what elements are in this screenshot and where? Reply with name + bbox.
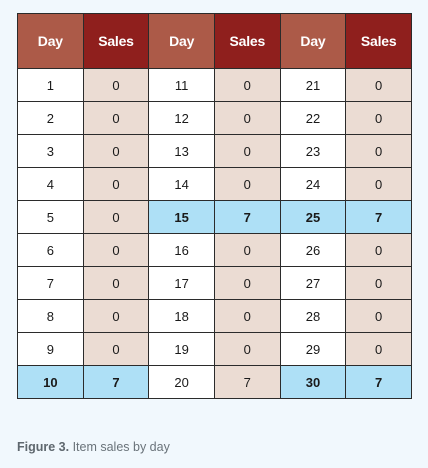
item-sales-table: Day Sales Day Sales Day Sales 1 0 11 0 21 0 2 0… [17,13,412,399]
sales-cell: 0 [82,266,150,300]
day-cell: 1 [17,68,84,102]
sales-cell: 0 [345,266,412,300]
sales-cell: 0 [345,134,412,168]
day-cell: 25 [279,200,347,234]
header-day-3: Day [279,13,347,69]
table-row: 6 0 16 0 26 0 [17,233,412,267]
sales-cell: 0 [213,233,281,267]
sales-cell: 0 [345,68,412,102]
day-cell: 15 [148,200,215,234]
day-cell: 22 [279,101,347,135]
day-cell: 2 [17,101,84,135]
header-sales-3: Sales [345,13,412,69]
sales-cell: 0 [345,332,412,366]
sales-cell: 0 [213,134,281,168]
day-cell: 8 [17,299,84,333]
table-row: 7 0 17 0 27 0 [17,266,412,300]
sales-cell: 0 [82,167,150,201]
table-row: 1 0 11 0 21 0 [17,68,412,102]
sales-cell: 0 [82,134,150,168]
day-cell: 19 [148,332,215,366]
caption-label: Figure 3. [17,440,70,454]
sales-cell: 0 [82,299,150,333]
day-cell: 10 [17,365,84,399]
sales-cell: 0 [213,299,281,333]
sales-cell: 0 [82,332,150,366]
day-cell: 30 [279,365,347,399]
sales-cell: 0 [82,233,150,267]
sales-cell: 0 [345,299,412,333]
day-cell: 16 [148,233,215,267]
day-cell: 13 [148,134,215,168]
day-cell: 3 [17,134,84,168]
header-sales-2: Sales [213,13,281,69]
day-cell: 4 [17,167,84,201]
day-cell: 9 [17,332,84,366]
sales-cell: 0 [213,332,281,366]
table-row: 8 0 18 0 28 0 [17,299,412,333]
table-body: 1 0 11 0 21 0 2 0 12 0 22 0 3 0 13 0 23 0 4 0 14 0 24 0 5 0 15 7 25 7… [17,68,412,399]
sales-cell: 0 [345,167,412,201]
day-cell: 17 [148,266,215,300]
table-row: 3 0 13 0 23 0 [17,134,412,168]
table-row: 5 0 15 7 25 7 [17,200,412,234]
header-sales-1: Sales [82,13,150,69]
day-cell: 18 [148,299,215,333]
day-cell: 12 [148,101,215,135]
day-cell: 27 [279,266,347,300]
day-cell: 7 [17,266,84,300]
table-row: 9 0 19 0 29 0 [17,332,412,366]
sales-cell: 7 [213,365,281,399]
header-row: Day Sales Day Sales Day Sales [17,13,412,69]
sales-cell: 0 [213,68,281,102]
day-cell: 29 [279,332,347,366]
sales-cell: 0 [82,200,150,234]
sales-cell: 0 [345,101,412,135]
day-cell: 14 [148,167,215,201]
day-cell: 20 [148,365,215,399]
header-day-1: Day [17,13,84,69]
sales-cell: 0 [213,266,281,300]
sales-cell: 0 [345,233,412,267]
sales-cell: 7 [345,365,412,399]
sales-cell: 7 [213,200,281,234]
table-row: 4 0 14 0 24 0 [17,167,412,201]
day-cell: 28 [279,299,347,333]
header-day-2: Day [148,13,215,69]
day-cell: 5 [17,200,84,234]
day-cell: 21 [279,68,347,102]
day-cell: 23 [279,134,347,168]
day-cell: 26 [279,233,347,267]
day-cell: 11 [148,68,215,102]
table-row: 2 0 12 0 22 0 [17,101,412,135]
day-cell: 6 [17,233,84,267]
caption-text: Item sales by day [69,440,170,454]
figure-caption: Figure 3. Item sales by day [17,440,170,454]
sales-cell: 0 [213,167,281,201]
sales-cell: 0 [82,101,150,135]
table-row: 10 7 20 7 30 7 [17,365,412,399]
sales-cell: 7 [82,365,150,399]
sales-cell: 0 [82,68,150,102]
sales-cell: 7 [345,200,412,234]
sales-cell: 0 [213,101,281,135]
day-cell: 24 [279,167,347,201]
